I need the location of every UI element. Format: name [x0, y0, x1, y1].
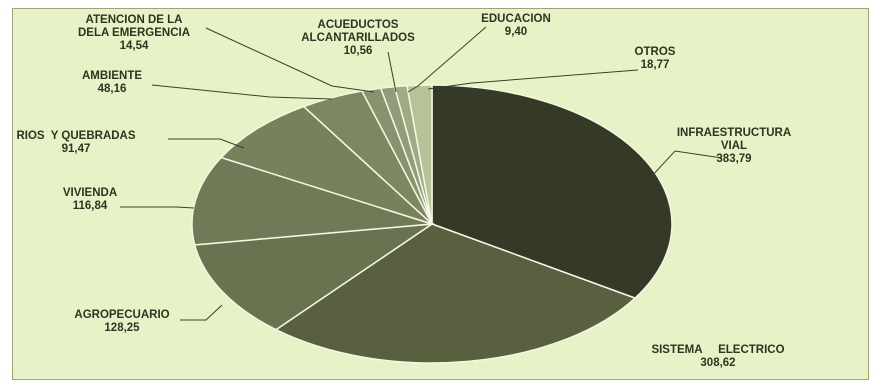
slice-label-4: RIOS Y QUEBRADAS: [16, 130, 135, 142]
pie-slice-3: [191, 156, 433, 246]
slice-label-1: SISTEMA ELECTRICO: [651, 344, 784, 356]
slice-value-5: 48,16: [98, 83, 127, 95]
leader-line-0: [649, 150, 723, 179]
leader-line-6: [205, 27, 375, 93]
slice-label-8: EDUCACION: [481, 13, 551, 25]
pie-slice-0: [431, 84, 673, 299]
slice-value-1: 308,62: [700, 357, 735, 369]
leader-line-5: [151, 84, 333, 100]
slice-label-6-line-0: ATENCION DE LA: [86, 14, 183, 26]
slice-label-7-line-0: ACUEDUCTOS: [318, 19, 399, 31]
slice-label-5: AMBIENTE: [82, 70, 142, 82]
slice-label-0-line-1: VIAL: [721, 140, 747, 152]
slice-label-9: OTROS: [635, 46, 676, 58]
slice-label-3: VIVIENDA: [63, 187, 117, 199]
slice-value-7: 10,56: [344, 45, 373, 57]
slice-value-9: 18,77: [641, 59, 670, 71]
slice-value-8: 9,40: [505, 26, 527, 38]
slice-value-3: 116,84: [73, 200, 108, 212]
leader-line-9: [427, 69, 639, 90]
pie-slice-2: [193, 222, 435, 331]
slice-label-6-line-1: DELA EMERGENCIA: [78, 27, 190, 39]
slice-value-4: 91,47: [62, 143, 91, 155]
leader-line-7: [387, 51, 397, 93]
pie-slice-4: [219, 105, 433, 225]
pie-slice-1: [274, 223, 637, 364]
slice-label-7-line-1: ALCANTARILLADOS: [301, 32, 415, 44]
slice-value-2: 128,25: [104, 322, 140, 334]
leader-line-2: [180, 304, 223, 321]
slice-label-2: AGROPECUARIO: [74, 309, 169, 321]
leader-line-3: [120, 206, 195, 209]
slice-value-0: 383,79: [716, 153, 751, 165]
slice-label-0-line-0: INFRAESTRUCTURA: [677, 127, 791, 139]
leader-line-4: [168, 138, 245, 149]
leader-line-8: [407, 26, 487, 93]
slice-value-6: 14,54: [120, 40, 149, 52]
